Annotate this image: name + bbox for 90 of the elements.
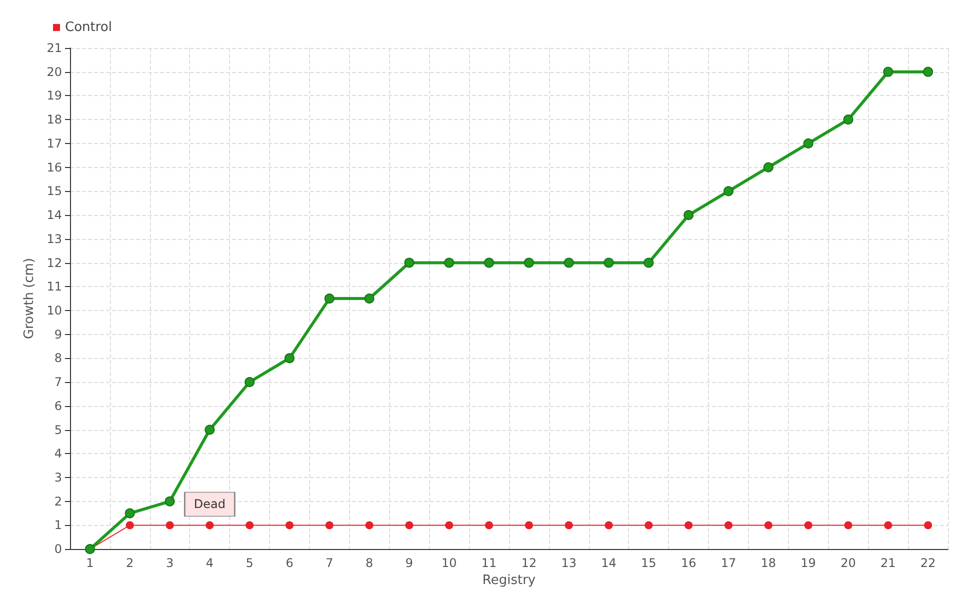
x-axis-title: Registry <box>482 573 536 588</box>
y-tick-label: 17 <box>46 136 62 150</box>
annotation: Dead <box>194 497 226 512</box>
x-tick-label: 20 <box>840 556 856 570</box>
y-tick-label: 21 <box>46 41 62 55</box>
point <box>405 521 414 530</box>
point <box>126 521 134 530</box>
x-tick-label: 4 <box>206 556 214 570</box>
x-tick-label: 12 <box>521 556 537 570</box>
point <box>883 66 894 77</box>
point <box>286 521 294 530</box>
point <box>325 521 334 530</box>
x-tick-label: 9 <box>405 556 414 570</box>
y-tick-label: 11 <box>46 280 62 294</box>
point <box>404 258 414 268</box>
y-tick-label: 4 <box>54 446 62 461</box>
y-tick-label: 15 <box>46 184 62 198</box>
point <box>724 521 732 530</box>
point <box>923 66 934 77</box>
y-tick-label: 16 <box>46 160 62 174</box>
point <box>684 521 693 530</box>
x-tick-label: 14 <box>601 556 616 570</box>
y-tick-label: 19 <box>46 88 62 103</box>
x-tick-label: 10 <box>441 556 457 570</box>
point <box>445 521 454 530</box>
point <box>764 521 772 530</box>
x-tick-label: 7 <box>326 556 334 570</box>
point <box>204 424 215 435</box>
point <box>246 521 254 530</box>
point <box>644 521 653 530</box>
point <box>803 138 814 148</box>
x-tick-label: 6 <box>286 556 294 570</box>
y-tick-label: 5 <box>54 422 62 437</box>
point <box>604 521 613 530</box>
point <box>484 258 494 268</box>
x-tick-label: 1 <box>86 556 94 570</box>
x-tick-label: 13 <box>561 556 577 570</box>
x-tick-label: 5 <box>246 556 254 570</box>
point <box>485 521 494 530</box>
y-axis-title: Growth (cm) <box>22 258 37 340</box>
point <box>564 521 573 530</box>
x-tick-label: 17 <box>720 556 736 570</box>
point <box>444 258 454 268</box>
y-tick-label: 0 <box>54 542 62 556</box>
point <box>564 258 574 268</box>
y-tick-label: 1 <box>54 518 62 532</box>
x-tick-label: 19 <box>800 556 816 570</box>
x-tick-label: 16 <box>680 556 696 570</box>
y-tick-label: 13 <box>46 232 62 246</box>
point <box>804 521 812 530</box>
x-tick-label: 8 <box>366 556 374 570</box>
point <box>166 521 174 530</box>
point <box>124 508 135 518</box>
y-tick-label: 2 <box>54 494 62 508</box>
point <box>844 521 852 530</box>
y-tick-label: 3 <box>54 470 62 485</box>
point <box>924 521 932 530</box>
x-tick-label: 21 <box>880 556 896 570</box>
point <box>724 186 734 196</box>
y-tick-label: 18 <box>46 112 62 127</box>
x-tick-label: 22 <box>920 556 936 570</box>
point <box>284 353 294 364</box>
point <box>644 258 654 268</box>
y-tick-label: 20 <box>46 64 62 79</box>
x-tick-label: 15 <box>641 556 656 570</box>
x-tick-label: 3 <box>166 556 174 570</box>
point <box>684 210 694 220</box>
point <box>244 377 255 388</box>
y-tick-label: 8 <box>54 351 62 366</box>
x-tick-label: 18 <box>760 556 776 570</box>
legend-label: Control <box>65 20 112 35</box>
y-tick-label: 6 <box>54 398 62 413</box>
y-tick-label: 14 <box>46 208 62 222</box>
point <box>604 258 614 268</box>
point <box>206 521 214 530</box>
point <box>763 162 774 172</box>
y-tick-label: 7 <box>54 375 62 390</box>
point <box>524 521 533 530</box>
point <box>884 521 892 530</box>
point <box>364 294 374 304</box>
point <box>164 496 175 506</box>
point <box>524 258 534 268</box>
x-tick-label: 2 <box>126 556 134 570</box>
point <box>843 114 854 125</box>
point <box>365 521 374 530</box>
x-tick-label: 11 <box>481 556 497 570</box>
y-tick-label: 9 <box>54 327 62 342</box>
y-tick-label: 12 <box>46 256 62 270</box>
point <box>324 294 334 304</box>
y-tick-label: 10 <box>46 303 62 318</box>
